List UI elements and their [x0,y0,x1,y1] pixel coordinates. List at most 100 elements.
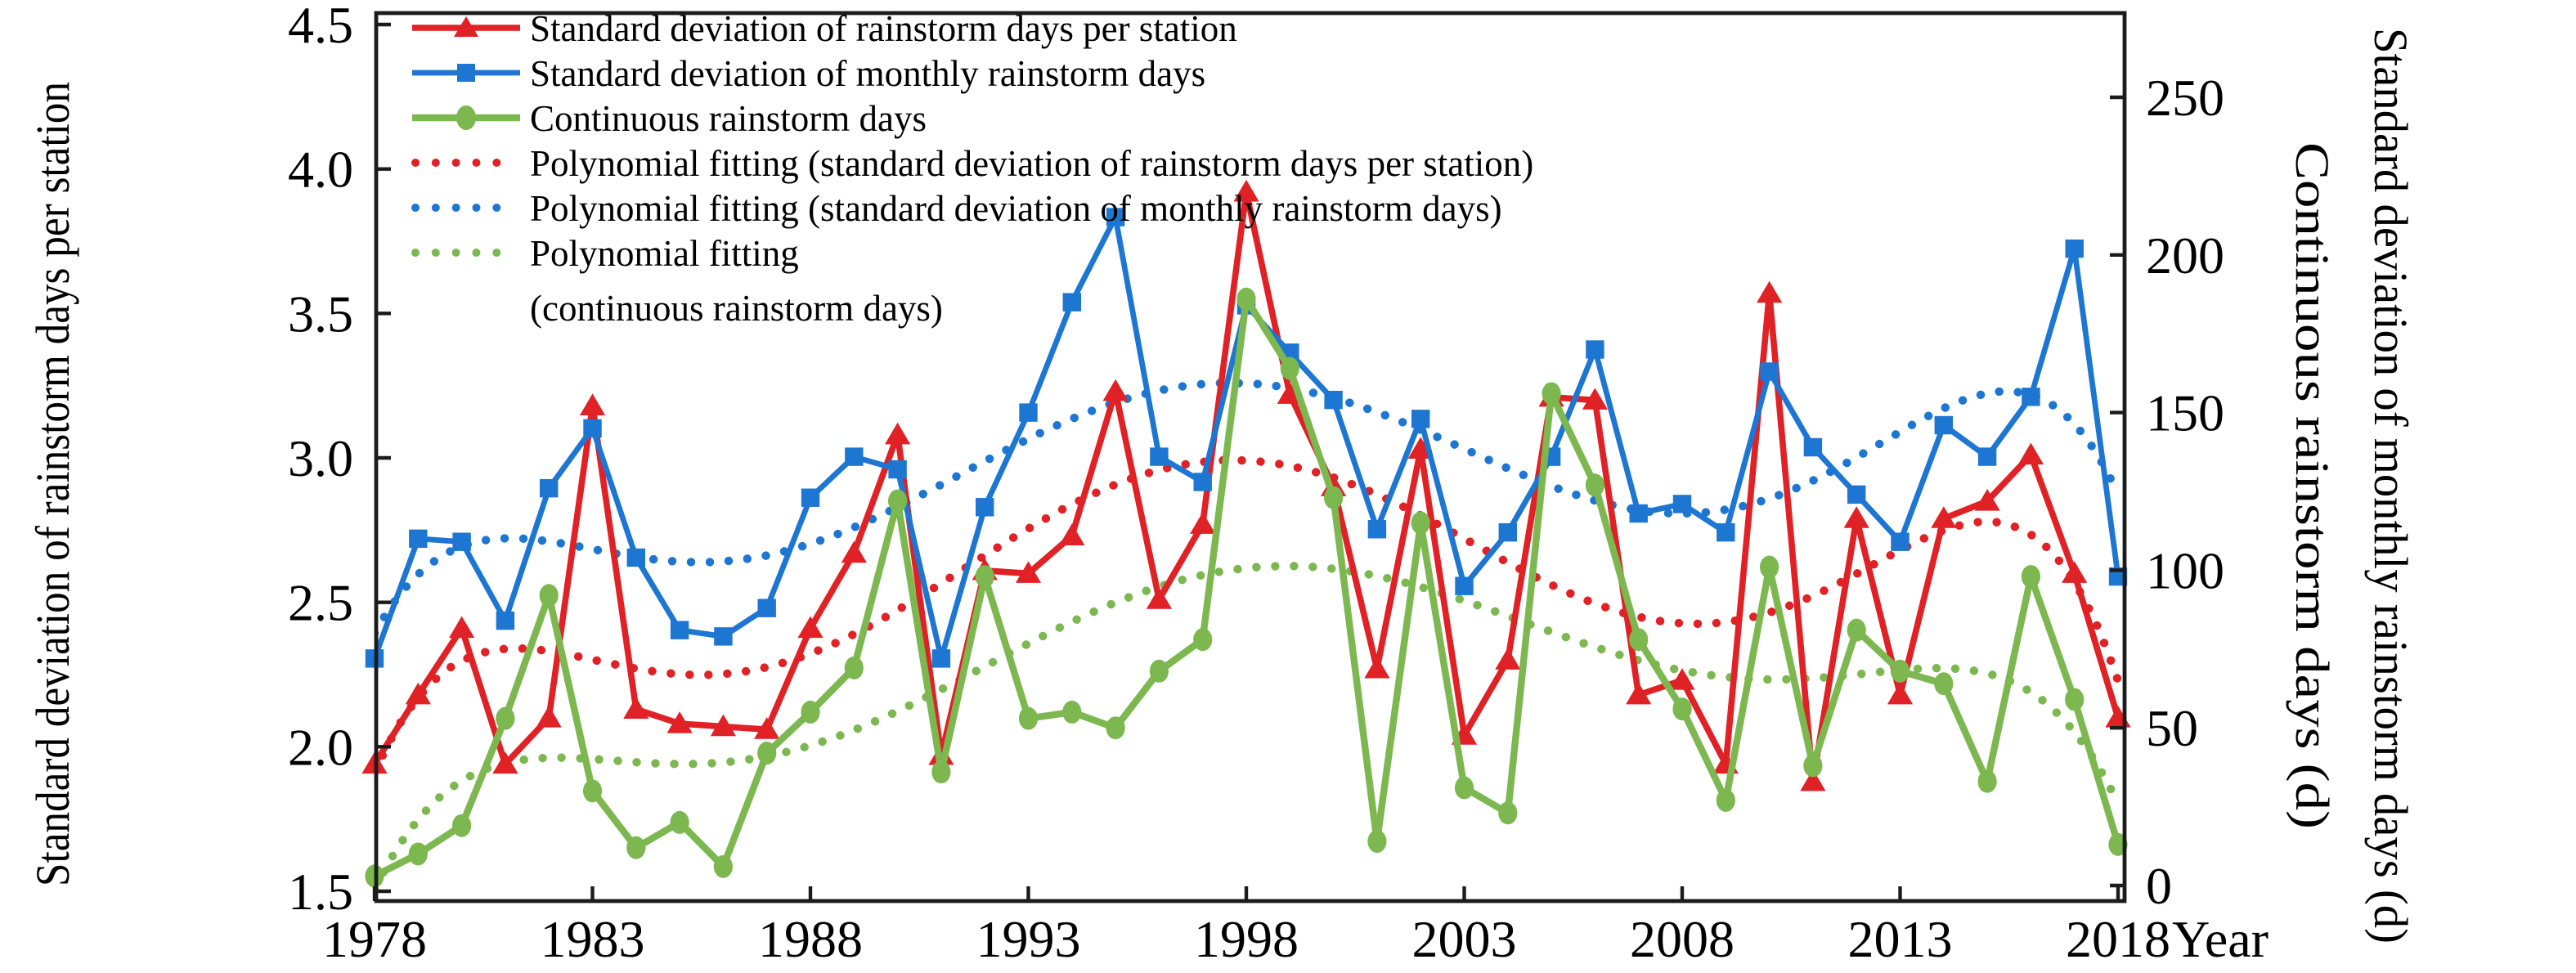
circle-marker [452,814,472,837]
square-marker [1150,447,1169,466]
triangle-marker-icon [454,16,478,37]
triangle-marker [1059,523,1085,546]
circle-marker-icon [456,105,476,130]
square-marker [670,621,689,639]
x-tick-label: 2008 [1630,910,1735,968]
left-axis-title: Standard deviation of rainstorm days per… [26,82,79,886]
legend-label: Polynomial fitting (standard deviation o… [530,188,1502,229]
left-tick-label: 2.0 [288,718,353,776]
triangle-marker [841,540,867,563]
legend-item-blue-fit: Polynomial fitting (standard deviation o… [411,188,1502,229]
square-marker [626,548,645,567]
circle-marker [1542,382,1561,406]
left-tick-label: 3.5 [288,285,353,343]
square-marker [1977,447,1997,466]
circle-marker [1498,801,1518,825]
square-marker [1760,362,1779,381]
axis-tick-labels: 1978 1983 1988 1993 1998 2003 2008 2013 2018 1.5 2… [288,0,2224,968]
square-marker [1367,520,1387,539]
green-series-markers [365,287,2128,888]
square-marker [452,532,471,551]
circle-marker [1280,356,1299,380]
legend-label: Polynomial fitting [530,233,799,274]
circle-marker [670,810,689,834]
circle-marker [539,584,559,608]
legend-label: Standard deviation of monthly rainstorm … [530,53,1205,94]
triangle-marker [1015,561,1042,583]
right-axis-title-continuous: Continuous rainstorm days (d) [2286,142,2339,829]
triangle-marker [2062,561,2088,583]
circle-marker [1803,754,1823,778]
square-marker-icon [457,64,475,82]
triangle-marker [1190,512,1216,534]
legend-item-blue-series: Standard deviation of monthly rainstorm … [412,53,1205,94]
triangle-marker [710,714,736,737]
blue-series-line [371,214,2121,661]
circle-marker [496,706,515,730]
triangle-marker [2017,442,2044,465]
triangle-marker [1233,179,1259,202]
square-marker [1193,473,1212,491]
square-marker [1629,504,1648,523]
triangle-marker [1931,506,1957,528]
square-marker [496,611,515,630]
square-marker [1498,522,1517,542]
square-marker [931,649,951,668]
triangle-marker [1974,489,2000,511]
circle-marker [757,742,777,765]
left-tick-label: 4.5 [288,0,353,54]
circle-marker [2021,565,2040,589]
legend-item-red-fit: Polynomial fitting (standard deviation o… [411,143,1533,184]
circle-marker [1716,788,1735,812]
circle-marker [1367,830,1387,854]
triangle-marker [1757,280,1783,303]
x-tick-label: 1993 [976,910,1081,968]
circle-marker [1018,706,1039,730]
circle-marker [1062,700,1082,724]
x-tick-label: 1983 [541,910,645,968]
square-marker [845,447,864,466]
x-tick-label: 1978 [322,910,427,968]
right-axis-title-monthly-sd: Standard deviation of monthly rainstorm … [2364,28,2417,944]
x-tick-label: 1998 [1194,910,1299,968]
legend-item-green-series: Continuous rainstorm days [412,98,927,139]
circle-marker [713,854,734,878]
triangle-marker [885,422,911,445]
triangle-marker [1669,668,1695,690]
circle-marker [1454,776,1474,800]
left-tick-label: 2.5 [288,574,353,632]
square-marker [1717,522,1735,542]
triangle-marker [1582,388,1608,410]
legend: Standard deviation of rainstorm days per… [411,8,1533,329]
circle-marker [2065,688,2085,711]
square-marker [1847,485,1866,504]
square-marker [1934,415,1953,435]
triangle-marker [492,751,518,774]
square-marker [1106,208,1125,226]
circle-marker [931,760,951,784]
legend-label: Standard deviation of rainstorm days per… [530,8,1237,49]
triangle-marker [1277,382,1303,404]
circle-marker [888,489,908,513]
square-marker [1062,293,1081,312]
x-tick-label: 2018 [2066,910,2170,968]
x-axis-title: Year [2172,910,2269,968]
right-tick-label: 250 [2146,69,2224,127]
circle-marker [1585,473,1604,497]
right-tick-label: 100 [2146,541,2224,599]
triangle-marker [1843,506,1869,528]
circle-marker [1411,511,1430,535]
triangle-marker [536,706,562,728]
triangle-marker [449,616,475,639]
circle-marker [975,565,994,589]
circle-marker [582,779,603,803]
green-series-line [373,295,2122,880]
triangle-marker [754,717,780,739]
square-marker [1586,340,1604,359]
triangle-marker [623,697,649,720]
triangle-marker [797,616,824,639]
square-marker [583,419,602,438]
left-tick-label: 1.5 [288,863,353,921]
